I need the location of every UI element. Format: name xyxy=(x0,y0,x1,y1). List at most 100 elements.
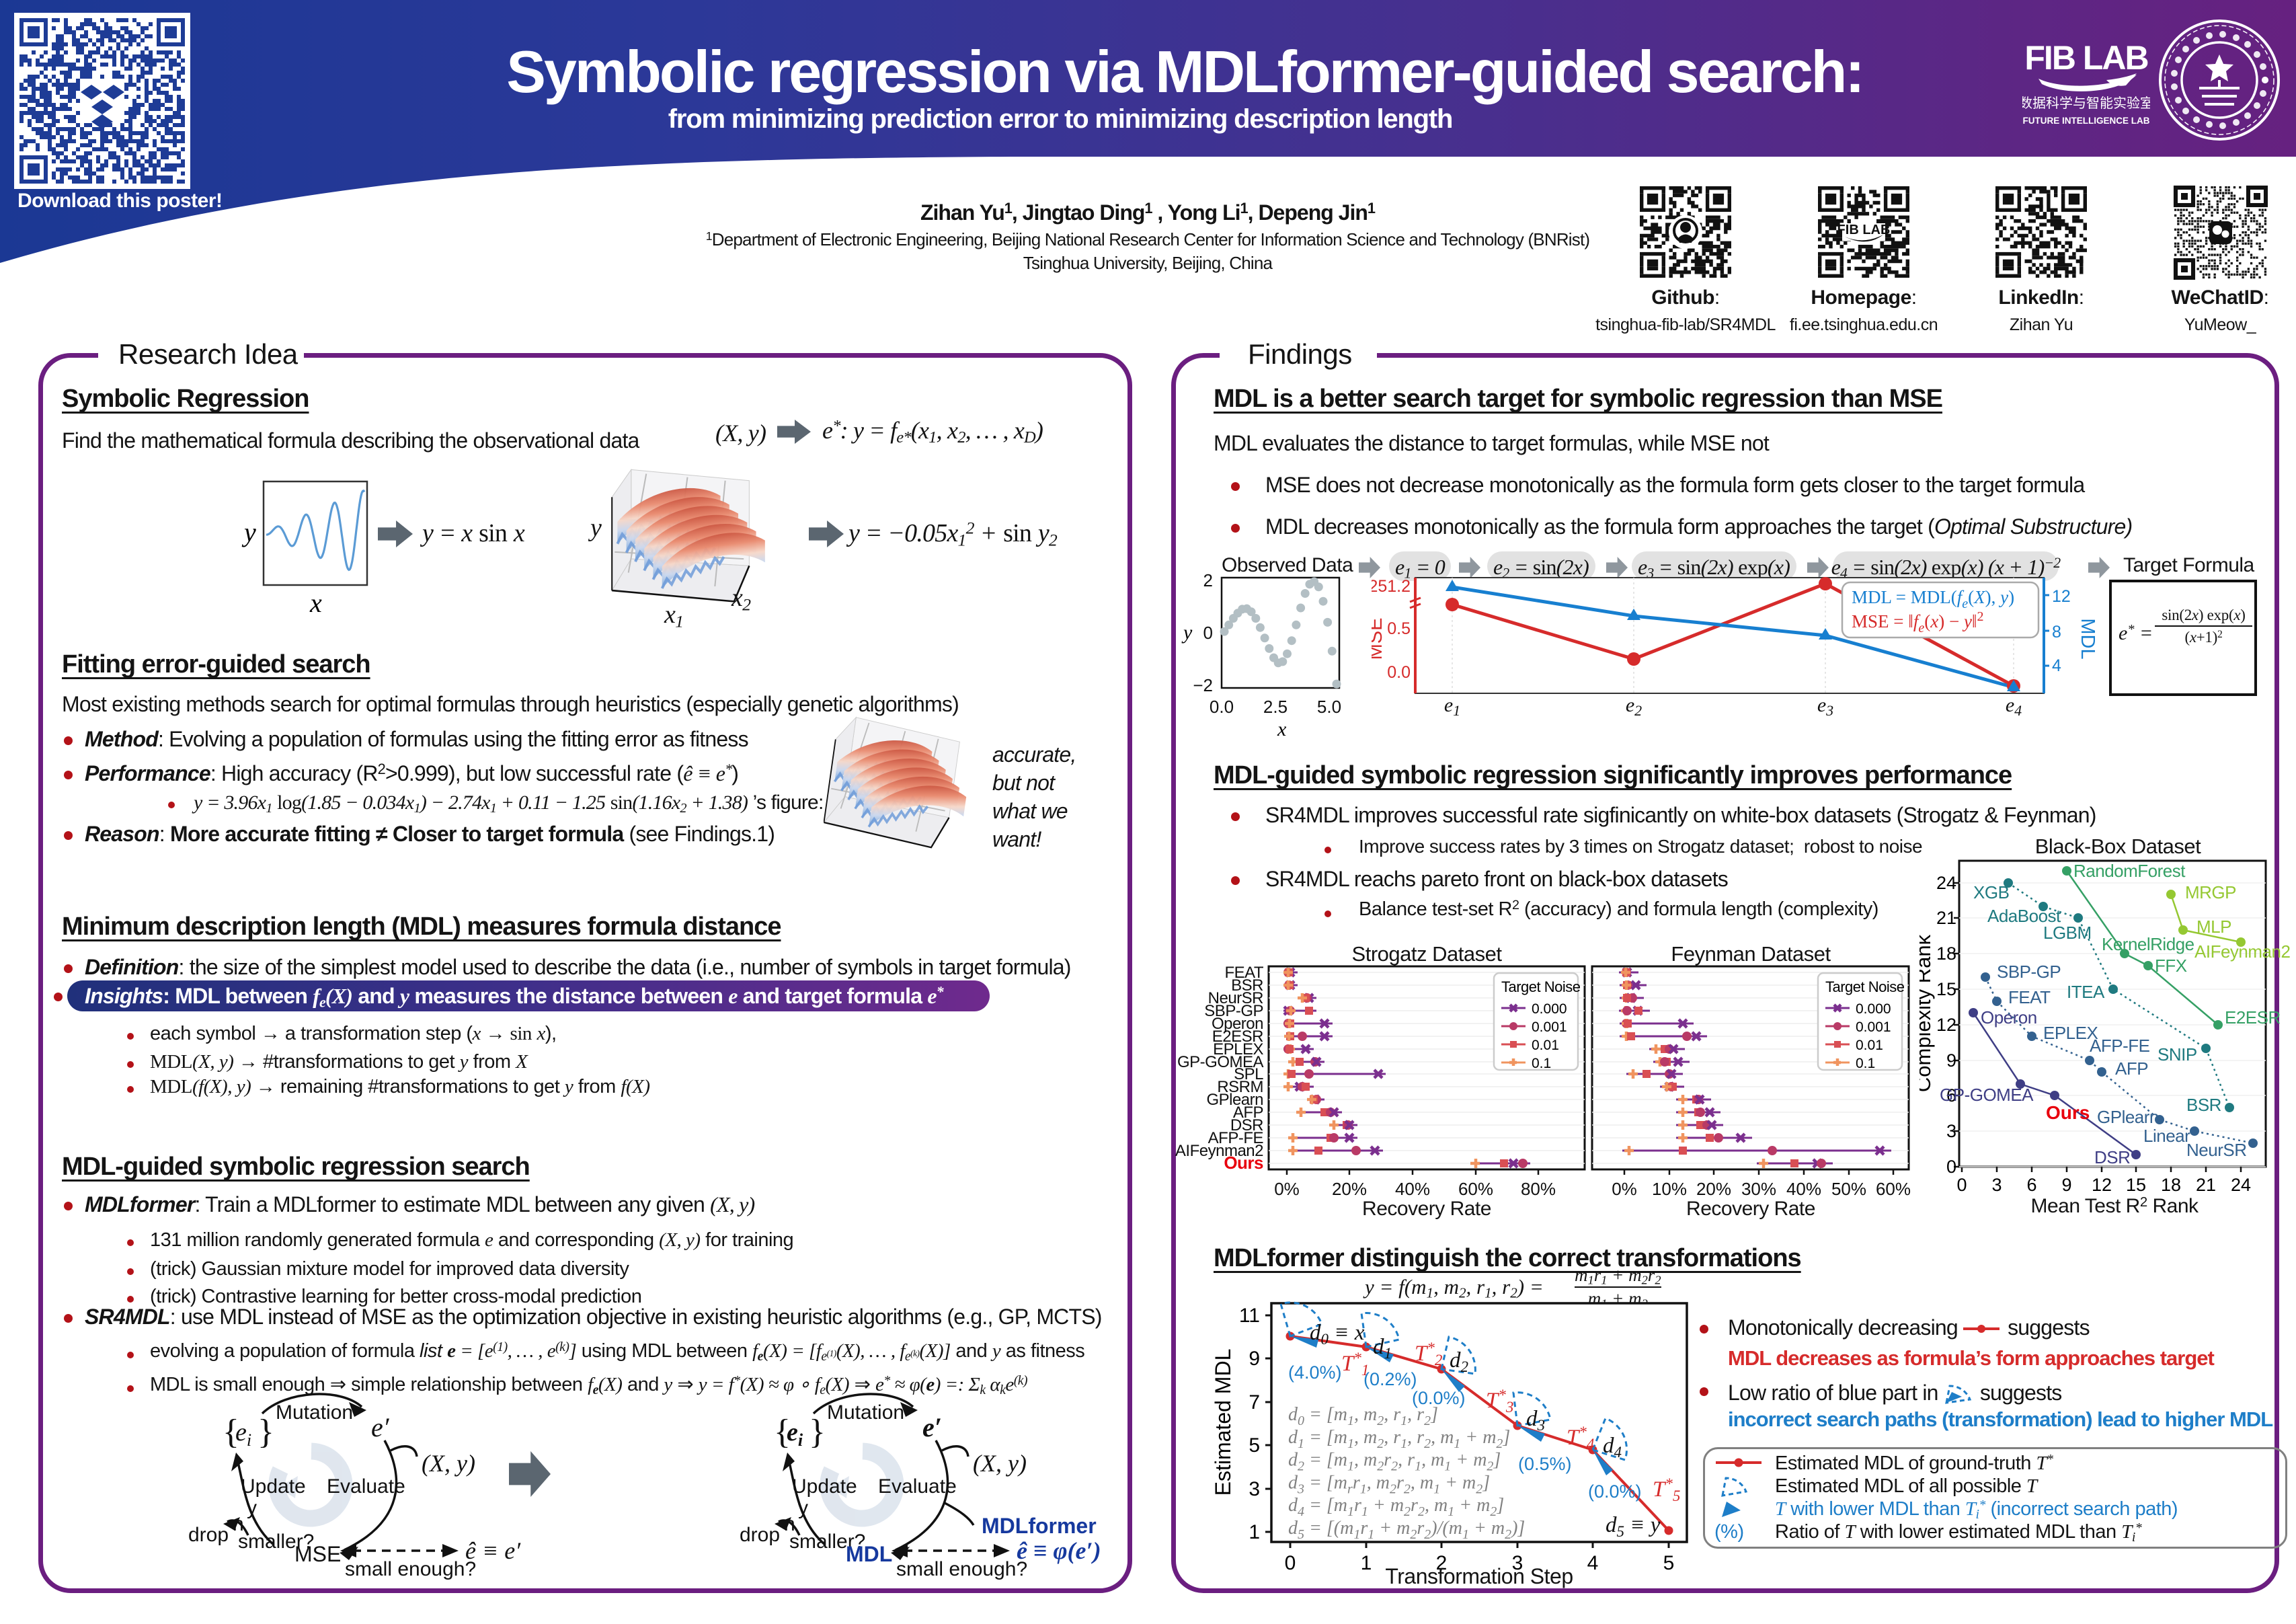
svg-text:GP-GOMEA: GP-GOMEA xyxy=(1177,1053,1264,1071)
svg-text:11: 11 xyxy=(1239,1305,1260,1327)
svg-text:FUTURE INTELLIGENCE LAB: FUTURE INTELLIGENCE LAB xyxy=(2023,116,2150,126)
svg-text:n: n xyxy=(784,1513,795,1535)
svg-text:2: 2 xyxy=(1436,1552,1448,1574)
svg-text:e′: e′ xyxy=(371,1412,390,1442)
svg-text:e1: e1 xyxy=(1444,694,1460,719)
svg-text:6: 6 xyxy=(1946,1085,1956,1106)
svg-text:3: 3 xyxy=(1249,1478,1260,1500)
svg-text:40%: 40% xyxy=(1395,1179,1430,1199)
svg-text:{: { xyxy=(774,1413,791,1451)
svg-text:24: 24 xyxy=(1936,873,1956,893)
svg-text:e4: e4 xyxy=(2006,694,2022,719)
svg-text:Target Noise: Target Noise xyxy=(1825,978,1905,995)
svg-text:0.000: 0.000 xyxy=(1532,1001,1567,1017)
svg-text:x: x xyxy=(309,588,322,618)
svg-text:MDL: MDL xyxy=(846,1542,892,1566)
svg-text:Evaluate: Evaluate xyxy=(327,1475,405,1498)
svg-text:d5 = [(m1r1 + m2r2)/(m1 + m2)]: d5 = [(m1r1 + m2r2)/(m1 + m2)] xyxy=(1288,1518,1525,1542)
svg-text:KernelRidge: KernelRidge xyxy=(2102,934,2194,954)
svg-text:MSE: MSE xyxy=(1372,618,1386,660)
svg-text:GPlearn: GPlearn xyxy=(1206,1091,1263,1109)
svg-text:(X, y): (X, y) xyxy=(973,1450,1027,1477)
svg-text:18: 18 xyxy=(2161,1175,2181,1195)
svg-text:5.0: 5.0 xyxy=(1317,697,1341,717)
svg-text:Update: Update xyxy=(241,1475,306,1498)
svg-text:EPLEX: EPLEX xyxy=(2043,1023,2098,1043)
svg-text:SPL: SPL xyxy=(1234,1065,1263,1083)
svg-text:ei: ei xyxy=(787,1418,803,1450)
svg-text:4: 4 xyxy=(2052,656,2061,675)
svg-text:}: } xyxy=(809,1413,826,1451)
svg-text:1: 1 xyxy=(1249,1521,1260,1543)
svg-text:XGB: XGB xyxy=(1973,882,2009,902)
svg-text:0: 0 xyxy=(1285,1552,1296,1574)
svg-text:y: y xyxy=(247,1497,257,1519)
svg-text:50%: 50% xyxy=(1831,1179,1866,1199)
svg-text:Mutation: Mutation xyxy=(827,1401,904,1424)
svg-text:6: 6 xyxy=(2026,1175,2036,1195)
svg-text:BSR: BSR xyxy=(2186,1095,2221,1115)
svg-text:FEAT: FEAT xyxy=(1224,964,1263,982)
svg-text:(0.5%): (0.5%) xyxy=(1518,1454,1572,1474)
svg-text:MSE = ‖fe(x) − y‖2: MSE = ‖fe(x) − y‖2 xyxy=(1852,609,1984,635)
svg-text:RandomForest: RandomForest xyxy=(2073,861,2186,881)
svg-text:DSR: DSR xyxy=(2094,1147,2130,1167)
svg-text:(4.0%): (4.0%) xyxy=(1288,1362,1342,1383)
svg-text:Ours: Ours xyxy=(2046,1102,2090,1123)
svg-text:smaller?: smaller? xyxy=(238,1531,314,1553)
svg-text:SNIP: SNIP xyxy=(2158,1044,2197,1065)
svg-text:y: y xyxy=(1181,621,1193,644)
svg-text:LGBM: LGBM xyxy=(2043,923,2092,943)
svg-text:small enough?: small enough? xyxy=(345,1558,476,1580)
svg-text:Complexity Rank: Complexity Rank xyxy=(1919,934,1935,1092)
svg-text:Target Noise: Target Noise xyxy=(1501,978,1581,995)
svg-text:2.5: 2.5 xyxy=(1263,697,1288,717)
svg-text:0.01: 0.01 xyxy=(1532,1038,1559,1053)
svg-text:0.0: 0.0 xyxy=(1387,663,1411,682)
svg-text:d5 ≡ y: d5 ≡ y xyxy=(1606,1513,1661,1540)
svg-text:BSR: BSR xyxy=(1231,976,1263,995)
svg-text:0.01: 0.01 xyxy=(1856,1038,1883,1053)
svg-text:5: 5 xyxy=(1663,1552,1675,1574)
svg-text:y: y xyxy=(798,1497,808,1519)
svg-text:E2ESR: E2ESR xyxy=(2225,1007,2281,1028)
svg-text:2: 2 xyxy=(1203,570,1213,590)
svg-text:0%: 0% xyxy=(1612,1179,1637,1199)
svg-text:0.1: 0.1 xyxy=(1532,1056,1551,1071)
svg-text:20%: 20% xyxy=(1332,1179,1367,1199)
svg-text:e′: e′ xyxy=(922,1412,942,1442)
svg-text:RSRM: RSRM xyxy=(1217,1078,1263,1096)
svg-text:(0.0%): (0.0%) xyxy=(1412,1388,1466,1408)
svg-text:drop: drop xyxy=(740,1524,780,1546)
svg-text:80%: 80% xyxy=(1521,1179,1556,1199)
svg-text:9: 9 xyxy=(1249,1348,1260,1370)
svg-text:SBP-GP: SBP-GP xyxy=(1204,1002,1263,1020)
svg-text:AFP: AFP xyxy=(2115,1058,2148,1079)
svg-text:e2: e2 xyxy=(1626,694,1642,719)
svg-text:T*5: T*5 xyxy=(1653,1475,1680,1504)
svg-text:60%: 60% xyxy=(1876,1179,1911,1199)
svg-text:d0 = [m1, m2, r1, r2]: d0 = [m1, m2, r1, r2] xyxy=(1288,1404,1438,1428)
svg-text:small enough?: small enough? xyxy=(896,1558,1027,1580)
svg-text:8: 8 xyxy=(2052,623,2061,642)
svg-text:AFP-FE: AFP-FE xyxy=(2090,1036,2150,1056)
svg-text:Mutation: Mutation xyxy=(276,1401,353,1424)
svg-text:EPLEX: EPLEX xyxy=(1213,1040,1263,1058)
svg-text:3: 3 xyxy=(1991,1175,2002,1195)
svg-text:drop: drop xyxy=(188,1524,229,1546)
svg-text:0.0: 0.0 xyxy=(1210,697,1234,717)
svg-text:18: 18 xyxy=(1936,943,1956,964)
svg-text:0: 0 xyxy=(1946,1157,1956,1177)
svg-text:0: 0 xyxy=(1956,1175,1967,1195)
svg-text:9: 9 xyxy=(2061,1175,2071,1195)
svg-text:0: 0 xyxy=(1203,623,1213,643)
svg-text:d2 = [m1, m2r2, r1, m1 + m2]: d2 = [m1, m2r2, r1, m1 + m2] xyxy=(1288,1450,1501,1474)
svg-text:GPlearn: GPlearn xyxy=(2097,1107,2159,1127)
svg-text:d3 = [mrr1, m2r2, m1 + m2]: d3 = [mrr1, m2r2, m1 + m2] xyxy=(1288,1472,1490,1496)
svg-text:AIFeynman2: AIFeynman2 xyxy=(2194,941,2290,962)
svg-text:Operon: Operon xyxy=(1212,1015,1263,1033)
svg-text:20%: 20% xyxy=(1696,1179,1731,1199)
svg-text:21: 21 xyxy=(1936,908,1956,928)
svg-text:Update: Update xyxy=(792,1475,857,1498)
svg-text:MDL: MDL xyxy=(2077,618,2098,659)
